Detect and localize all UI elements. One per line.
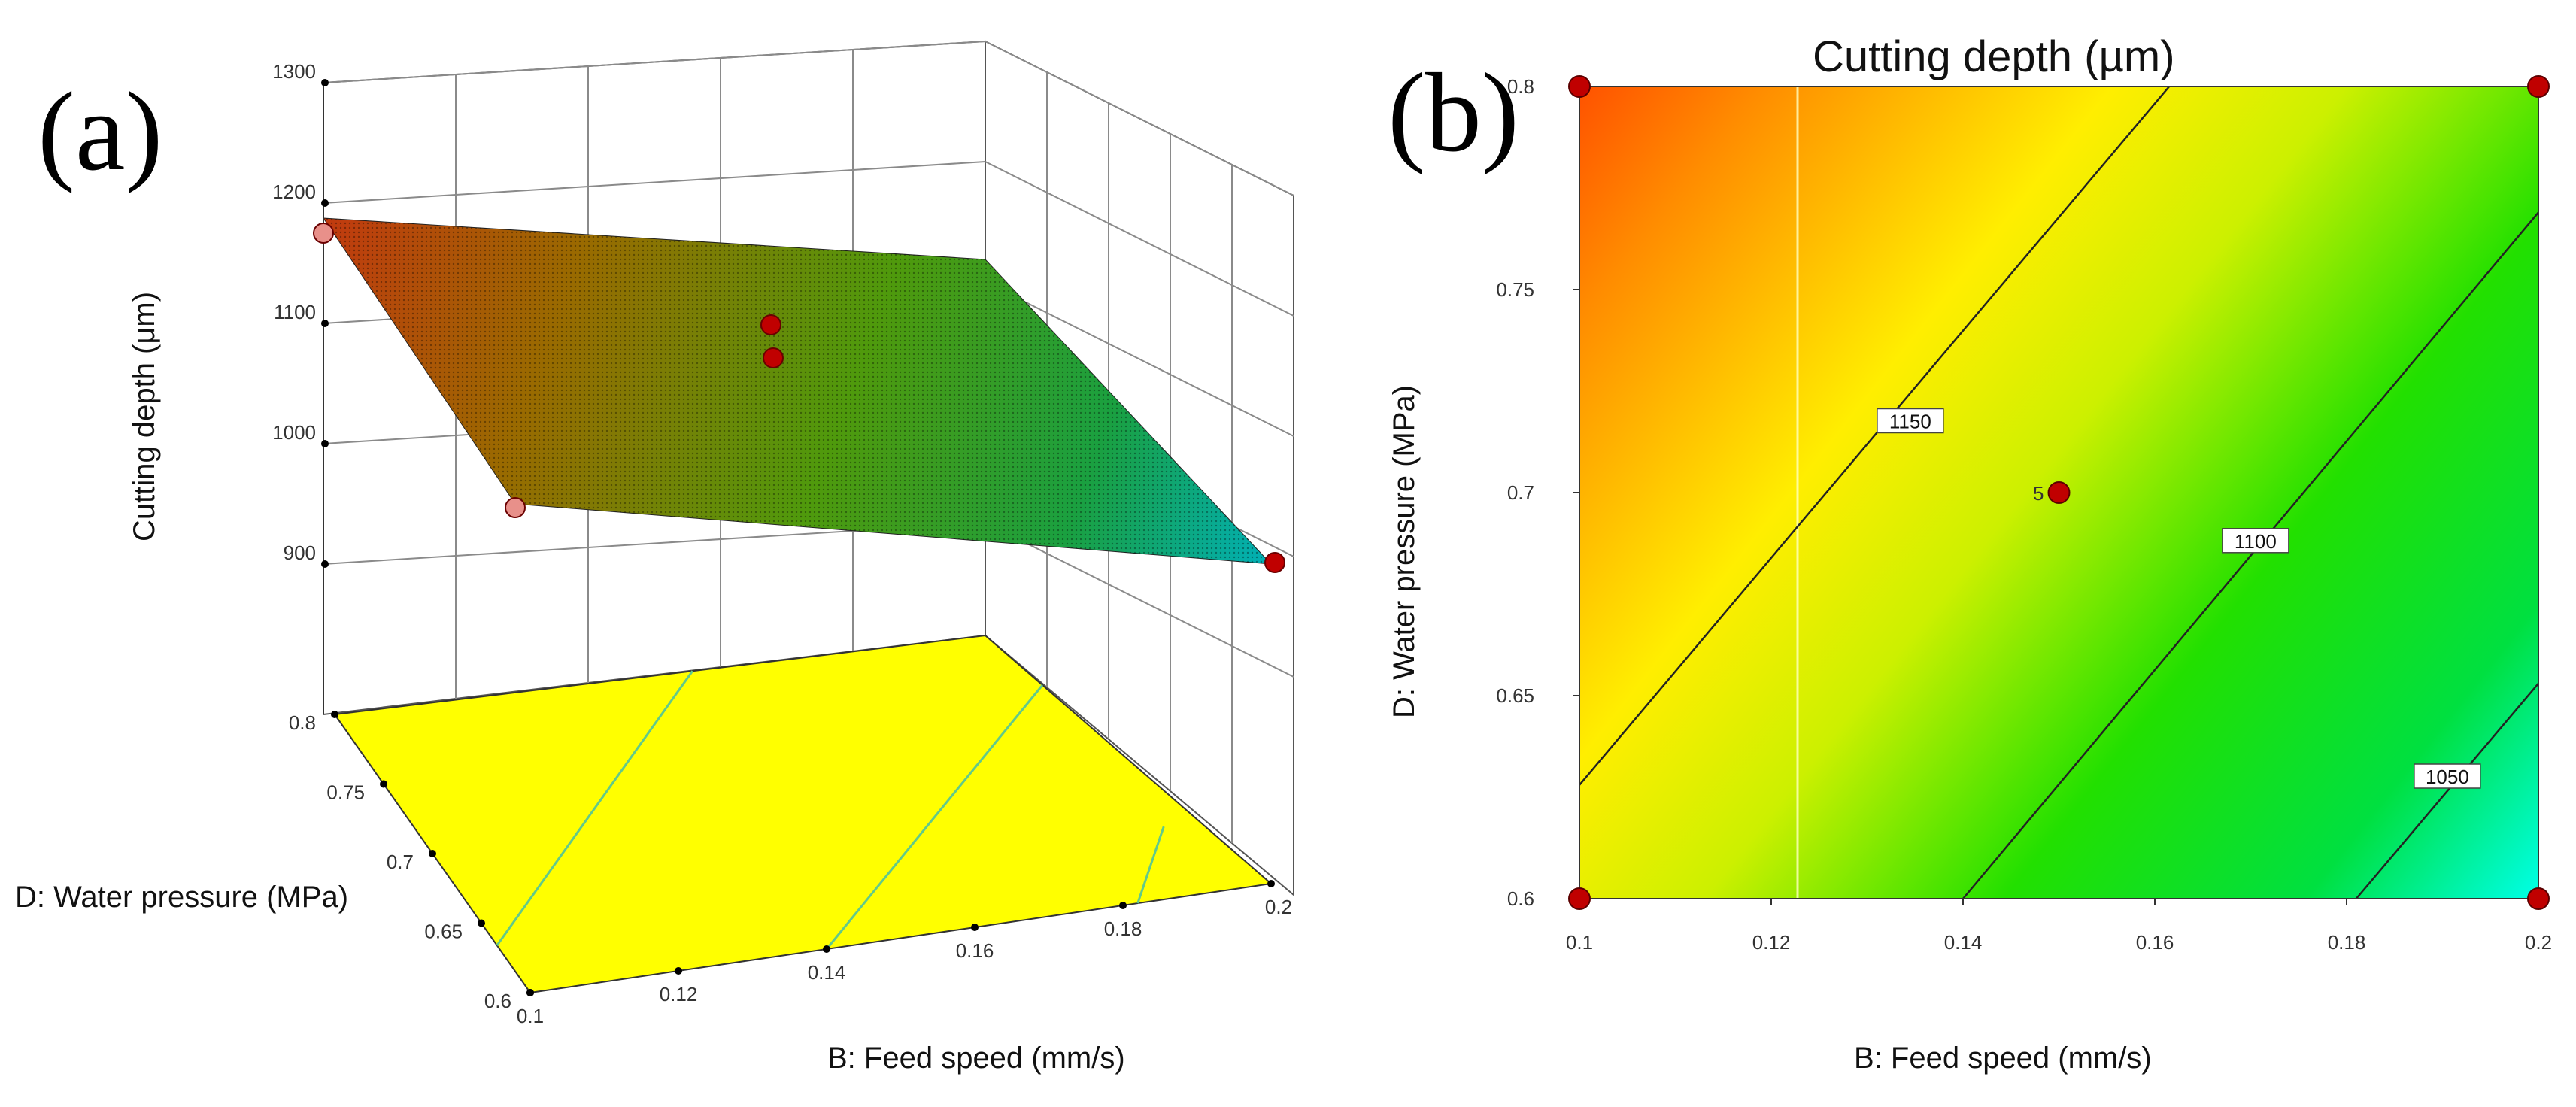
x-tick-label-b-0.2: 0.2 (2525, 931, 2552, 954)
response-surface-mesh (323, 218, 1271, 564)
design-point-a-0 (313, 223, 334, 244)
floor-contour-line-0 (496, 670, 693, 946)
x-tick-mark-a-0.14 (823, 945, 830, 953)
x-axis-ticks-b: 0.1 0.12 0.14 0.16 0.18 0.2 (1566, 899, 2552, 954)
design-points-a (313, 223, 1285, 573)
z-tick-mark-1200 (321, 199, 329, 207)
y-tick-label-a-0.6: 0.6 (484, 990, 511, 1012)
y-tick-label-a-0.8: 0.8 (289, 711, 316, 734)
x-tick-label-a-0.12: 0.12 (660, 983, 698, 1005)
z-tick-label-1000: 1000 (272, 421, 316, 444)
contour-line-1100 (1962, 211, 2539, 899)
x-tick-mark-a-0.12 (675, 967, 682, 975)
y-tick-mark-a-0.75 (380, 780, 387, 788)
wall-gridline-z-1200 (323, 161, 986, 204)
design-point-b-0 (1568, 75, 1591, 98)
design-point-b-1 (2527, 75, 2550, 98)
contour-line-1050 (2355, 682, 2539, 899)
contour-lines: 1150 1100 1050 (1579, 86, 2539, 899)
y-axis-title-b: D: Water pressure (MPa) (1388, 385, 1421, 718)
y-axis-ticks-a: 0.6 0.65 0.7 0.75 0.8 (289, 711, 534, 1012)
y-axis-ticks-b: 0.6 0.65 0.7 0.75 0.8 (1496, 75, 1579, 910)
design-point-b-4 (2047, 481, 2071, 504)
contour-label-box-1050 (2414, 763, 2481, 789)
z-tick-label-900: 900 (284, 541, 316, 564)
x-tick-label-a-0.16: 0.16 (956, 939, 994, 962)
y-tick-label-b-0.65: 0.65 (1496, 684, 1534, 707)
x-tick-mark-a-0.2 (1267, 880, 1275, 887)
y-tick-label-b-0.7: 0.7 (1507, 481, 1534, 504)
x-tick-label-b-0.18: 0.18 (2328, 931, 2366, 954)
z-tick-label-1200: 1200 (272, 180, 316, 203)
y-tick-label-a-0.75: 0.75 (326, 781, 365, 804)
contour-label-1050: 1050 (2426, 766, 2469, 788)
x-tick-label-b-0.12: 0.12 (1752, 931, 1791, 954)
design-point-b-2 (1568, 887, 1591, 910)
z-axis-ticks: 900 1000 1100 1200 1300 (272, 60, 329, 568)
x-tick-label-a-0.18: 0.18 (1104, 917, 1142, 940)
z-tick-mark-1100 (321, 320, 329, 327)
center-point-count-label: 5 (2033, 482, 2044, 505)
floor-contour-line-2 (1136, 826, 1165, 904)
design-point-a-1 (505, 497, 526, 518)
contour-label-1100: 1100 (2235, 530, 2277, 553)
z-tick-mark-1300 (321, 79, 329, 86)
x-tick-label-a-0.2: 0.2 (1265, 896, 1292, 918)
design-point-a-2 (1264, 552, 1285, 573)
y-tick-mark-a-0.6 (526, 989, 534, 996)
y-tick-mark-a-0.8 (331, 711, 338, 718)
x-tick-label-b-0.1: 0.1 (1566, 931, 1593, 954)
x-tick-mark-a-0.16 (971, 924, 979, 931)
z-axis-title: Cutting depth (μm) (128, 292, 161, 541)
y-tick-label-a-0.65: 0.65 (424, 920, 463, 943)
y-tick-label-b-0.75: 0.75 (1496, 278, 1534, 301)
panel-a-label: (a) (38, 69, 162, 194)
z-tick-label-1300: 1300 (272, 60, 316, 83)
floor-contour-lines (496, 670, 1165, 950)
y-tick-label-b-0.6: 0.6 (1507, 887, 1534, 910)
contour-label-box-1100 (2222, 528, 2289, 554)
panel-b-label: (b) (1388, 50, 1519, 175)
contour-label-box-1150 (1877, 408, 1944, 434)
design-point-a-3 (760, 314, 781, 335)
x-tick-label-a-0.1: 0.1 (517, 1005, 544, 1027)
wall-gridline-right-z-1200 (985, 161, 1294, 317)
wall-gridline-right-z-1100 (985, 281, 1294, 437)
contour-label-1150: 1150 (1889, 411, 1931, 433)
x-tick-label-a-0.14: 0.14 (808, 961, 846, 984)
z-tick-label-1100: 1100 (274, 301, 316, 323)
y-tick-label-b-0.8: 0.8 (1507, 75, 1534, 98)
contour-title: Cutting depth (µm) (1813, 32, 2175, 81)
x-axis-title-b: B: Feed speed (mm/s) (1854, 1042, 2152, 1075)
x-tick-mark-a-0.18 (1119, 902, 1127, 909)
x-axis-title-a: B: Feed speed (mm/s) (827, 1042, 1125, 1075)
design-point-b-3 (2527, 887, 2550, 910)
x-axis-ticks-a: 0.1 0.12 0.14 0.16 0.18 0.2 (517, 880, 1292, 1027)
wall-gridline-z-1300 (323, 41, 986, 83)
y-axis-title-a: D: Water pressure (MPa) (15, 881, 348, 914)
wall-gridline-right-z-900 (985, 522, 1294, 678)
y-tick-mark-a-0.65 (478, 919, 485, 927)
contour-line-1150 (1579, 86, 2171, 786)
x-tick-label-b-0.14: 0.14 (1944, 931, 1983, 954)
z-tick-mark-1000 (321, 440, 329, 447)
z-tick-mark-900 (321, 560, 329, 568)
floor-contour-line-1 (825, 684, 1044, 950)
x-tick-label-b-0.16: 0.16 (2136, 931, 2174, 954)
y-tick-mark-a-0.7 (429, 850, 436, 857)
y-tick-label-a-0.7: 0.7 (387, 851, 414, 873)
design-points-b: 5 (1568, 75, 2550, 910)
wall-gridline-right-z-1300 (985, 41, 1294, 196)
design-point-a-4 (763, 347, 784, 368)
